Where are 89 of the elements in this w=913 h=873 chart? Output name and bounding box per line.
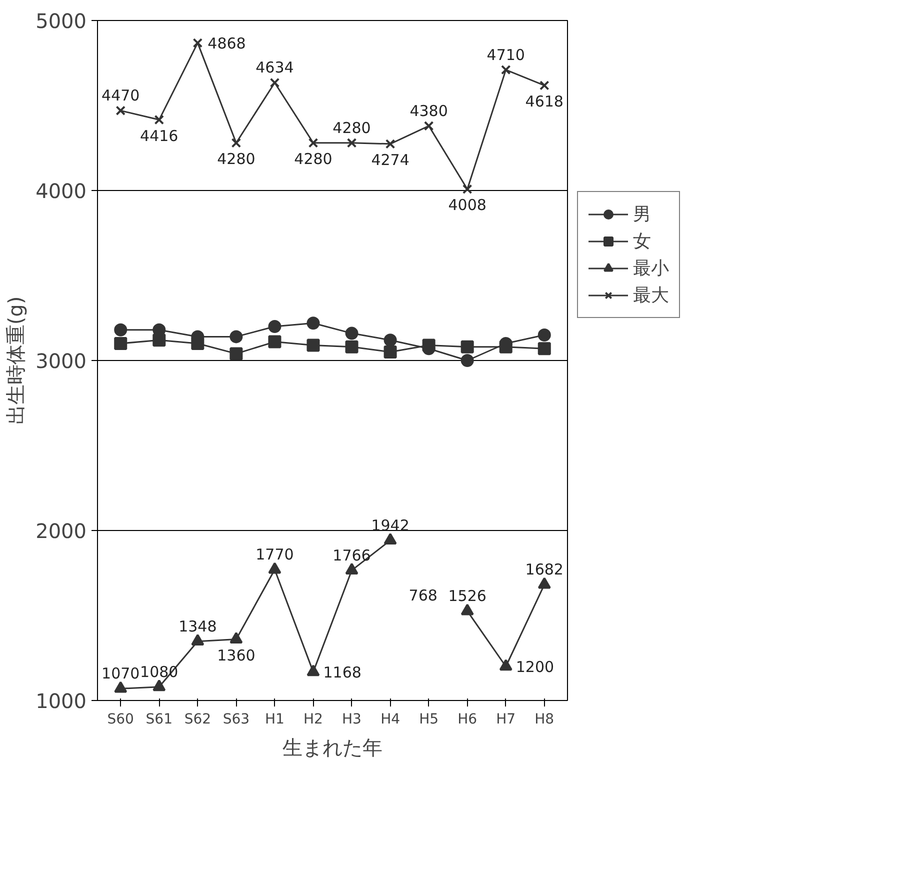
legend-label: 最大 bbox=[633, 284, 669, 307]
point bbox=[384, 334, 397, 347]
point bbox=[268, 320, 282, 333]
x-tick-label: H6 bbox=[458, 712, 478, 728]
data-label: 1942 bbox=[371, 516, 410, 534]
point bbox=[306, 316, 320, 330]
point bbox=[114, 337, 128, 350]
x-tick-label: H4 bbox=[380, 712, 400, 728]
data-label: 4868 bbox=[208, 34, 246, 52]
point bbox=[116, 106, 126, 116]
x-tick-label: S60 bbox=[107, 712, 134, 728]
point bbox=[538, 328, 551, 342]
y-tick-label: 5000 bbox=[36, 9, 87, 33]
point bbox=[308, 138, 318, 148]
data-label: 1348 bbox=[178, 617, 217, 636]
point bbox=[192, 38, 203, 48]
x-tick-label: S63 bbox=[222, 712, 250, 728]
point bbox=[191, 337, 204, 350]
point bbox=[231, 138, 242, 148]
data-label: 4380 bbox=[410, 102, 448, 120]
data-label: 4710 bbox=[486, 46, 525, 64]
data-label: 4416 bbox=[140, 126, 178, 145]
point bbox=[345, 562, 358, 574]
y-axis-title: 出生時体重(g) bbox=[4, 296, 28, 425]
data-label: 1682 bbox=[525, 560, 564, 579]
x-tick-label: S62 bbox=[184, 712, 212, 728]
data-label: 4280 bbox=[332, 118, 371, 137]
point bbox=[500, 64, 511, 75]
point bbox=[114, 323, 128, 336]
legend-label: 最小 bbox=[633, 257, 669, 280]
point bbox=[539, 80, 550, 90]
point bbox=[114, 681, 128, 693]
legend-label: 男 bbox=[633, 203, 652, 226]
point bbox=[154, 114, 164, 125]
data-label: 4634 bbox=[256, 58, 294, 77]
y-tick-label: 4000 bbox=[36, 179, 87, 203]
point bbox=[345, 326, 358, 340]
x-tick-label: H1 bbox=[264, 712, 284, 728]
point bbox=[268, 562, 282, 574]
x-tick-label: S61 bbox=[146, 712, 172, 728]
point bbox=[306, 664, 320, 676]
point bbox=[230, 330, 243, 344]
point bbox=[152, 334, 166, 347]
data-label: 4280 bbox=[294, 150, 332, 168]
point bbox=[499, 340, 512, 354]
data-label: 4274 bbox=[371, 150, 410, 169]
data-label: 4280 bbox=[217, 150, 256, 168]
point bbox=[538, 342, 551, 356]
point bbox=[270, 78, 280, 88]
data-label: 1200 bbox=[516, 658, 554, 676]
data-label: 1360 bbox=[217, 646, 256, 664]
legend-label: 女 bbox=[633, 230, 652, 253]
x-tick-label: H5 bbox=[419, 712, 439, 728]
data-label: 1070 bbox=[102, 664, 140, 683]
point bbox=[460, 340, 474, 354]
y-tick-label: 3000 bbox=[36, 349, 87, 373]
data-label: 1766 bbox=[332, 546, 371, 564]
y-tick-label: 2000 bbox=[36, 519, 87, 543]
annotation: 768 bbox=[408, 586, 438, 604]
point bbox=[268, 335, 282, 348]
point bbox=[384, 533, 397, 545]
data-label: 4470 bbox=[102, 86, 140, 105]
point bbox=[462, 184, 472, 194]
data-label: 4008 bbox=[448, 196, 486, 214]
data-label: 1526 bbox=[448, 587, 486, 606]
point bbox=[191, 634, 204, 646]
point bbox=[346, 138, 357, 148]
data-label: 1168 bbox=[323, 663, 362, 682]
data-label: 4618 bbox=[525, 92, 564, 110]
x-tick-label: H3 bbox=[342, 712, 362, 728]
y-tick-label: 1000 bbox=[36, 689, 87, 713]
point bbox=[499, 659, 512, 671]
point bbox=[306, 338, 320, 352]
point bbox=[460, 604, 474, 616]
point bbox=[152, 680, 166, 692]
point bbox=[424, 121, 434, 131]
point bbox=[345, 340, 358, 354]
point bbox=[385, 139, 396, 149]
x-tick-label: H2 bbox=[304, 712, 323, 728]
data-label: 1770 bbox=[256, 546, 294, 564]
point bbox=[384, 346, 397, 358]
x-tick-label: H7 bbox=[496, 712, 516, 728]
x-tick-label: H8 bbox=[534, 712, 554, 728]
x-axis-title: 生まれた年 bbox=[282, 736, 382, 760]
point bbox=[460, 354, 474, 367]
point bbox=[422, 338, 436, 352]
point bbox=[538, 577, 551, 589]
point bbox=[230, 632, 243, 644]
point bbox=[230, 347, 243, 360]
